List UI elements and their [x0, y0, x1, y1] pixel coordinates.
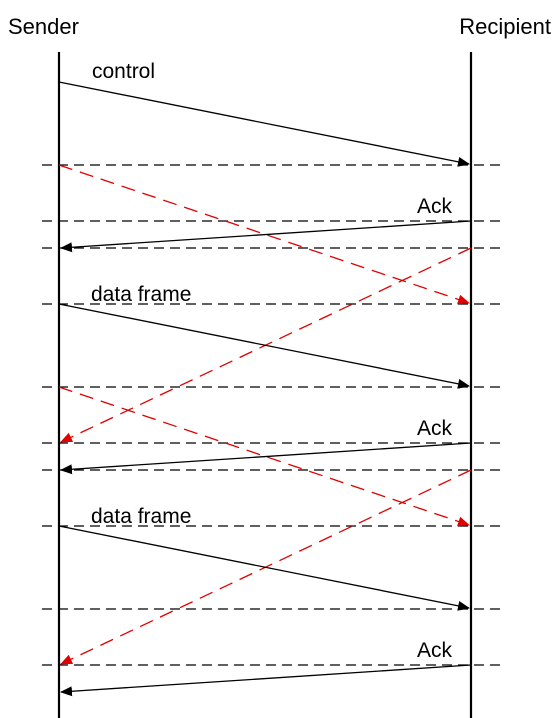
message-data-frame-arrow — [58, 303, 470, 389]
message-data-frame-arrow — [58, 525, 470, 611]
recipient-label: Recipient — [459, 14, 551, 39]
message-label-ack: Ack — [417, 639, 453, 662]
message-label-ack: Ack — [417, 195, 453, 218]
message-label-data-frame: data frame — [91, 505, 191, 528]
message-label-ack: Ack — [417, 417, 453, 440]
sender-label: Sender — [8, 14, 79, 39]
message-dashed-arrow — [58, 164, 470, 305]
message-dashed-arrow — [58, 386, 470, 527]
message-ack-arrow — [60, 664, 472, 697]
message-label-control: control — [92, 60, 155, 83]
message-ack-arrow — [60, 220, 472, 253]
message-label-data-frame: data frame — [91, 283, 191, 306]
reference-lines — [42, 164, 500, 666]
message-control-arrow — [58, 81, 470, 167]
message-ack-arrow — [60, 442, 472, 475]
